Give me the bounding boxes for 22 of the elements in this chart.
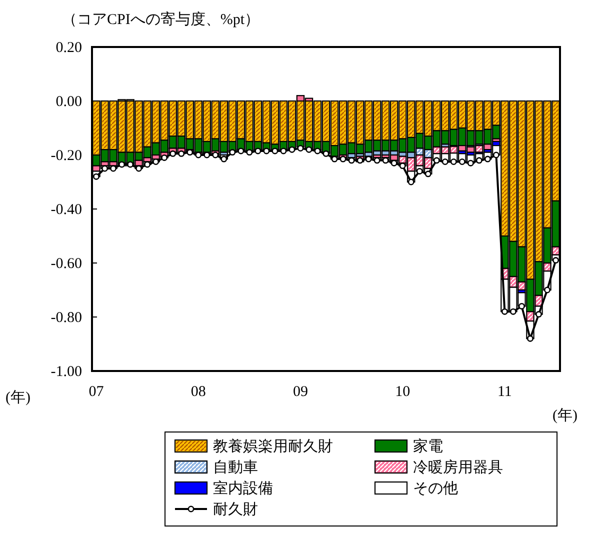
legend-label: 自動車: [213, 459, 258, 476]
chart-title: （コアCPIへの寄与度、%pt）: [62, 11, 260, 28]
y-tick-label: -0.80: [50, 310, 82, 326]
y-tick-label: -1.00: [50, 364, 82, 380]
x-tick-label: 07: [88, 384, 104, 400]
y-tick-label: -0.40: [50, 202, 82, 218]
x-tick-label: 11: [497, 384, 512, 400]
text: (年): [6, 389, 30, 406]
legend-label: その他: [413, 480, 458, 497]
legend-label: 耐久財: [213, 501, 258, 518]
x-tick-label: 09: [292, 384, 308, 400]
y-tick-label: 0.20: [56, 40, 82, 56]
x-tick-label: 08: [190, 384, 206, 400]
x-tick-label: 10: [395, 384, 410, 400]
legend-label: 教養娯楽用耐久財: [213, 438, 333, 455]
y-tick-label: -0.20: [50, 148, 82, 164]
legend-label: 室内設備: [213, 480, 273, 497]
y-tick-label: 0.00: [56, 94, 82, 110]
y-tick-label: -0.60: [50, 256, 82, 272]
x-axis-title: (年): [552, 407, 578, 424]
legend-label: 家電: [413, 438, 443, 455]
legend-label: 冷暖房用器具: [413, 459, 503, 476]
